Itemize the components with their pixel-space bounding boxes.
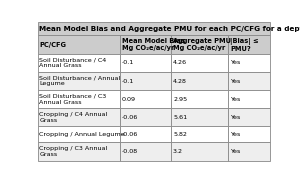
Text: Soil Disturbance / C4
Annual Grass: Soil Disturbance / C4 Annual Grass: [39, 58, 106, 68]
Text: Yes: Yes: [230, 60, 240, 66]
Bar: [171, 108, 228, 126]
Text: Yes: Yes: [230, 97, 240, 102]
Bar: [228, 90, 270, 108]
Bar: [171, 35, 228, 54]
Text: Cropping / C3 Annual
Grass: Cropping / C3 Annual Grass: [39, 146, 108, 157]
Bar: [38, 126, 120, 143]
Text: |Bias| ≤
PMU?: |Bias| ≤ PMU?: [230, 38, 259, 52]
Bar: [38, 35, 120, 54]
Bar: [120, 143, 171, 161]
Text: Yes: Yes: [230, 149, 240, 154]
Text: -0.06: -0.06: [122, 132, 138, 137]
Text: Soil Disturbance / Annual
Legume: Soil Disturbance / Annual Legume: [39, 76, 121, 86]
Text: Mean Model Bias
Mg CO₂e/ac/yr: Mean Model Bias Mg CO₂e/ac/yr: [122, 38, 185, 51]
Bar: [228, 143, 270, 161]
Text: 4.26: 4.26: [173, 60, 187, 66]
Text: 5.82: 5.82: [173, 132, 187, 137]
Text: 5.61: 5.61: [173, 115, 187, 120]
Bar: [120, 72, 171, 90]
Bar: [38, 143, 120, 161]
Text: Mean Model Bias and Aggregate PMU for each PC/CFG for a depth of 30 cm: Mean Model Bias and Aggregate PMU for ea…: [39, 26, 300, 32]
Bar: [228, 72, 270, 90]
Bar: [38, 54, 120, 72]
Bar: [228, 108, 270, 126]
Text: 2.95: 2.95: [173, 97, 187, 102]
Text: 3.2: 3.2: [173, 149, 183, 154]
Bar: [228, 126, 270, 143]
Text: Yes: Yes: [230, 79, 240, 84]
Bar: [228, 54, 270, 72]
Bar: [120, 90, 171, 108]
Text: Aggregate PMU
Mg CO₂e/ac/yr: Aggregate PMU Mg CO₂e/ac/yr: [173, 38, 231, 51]
Text: Yes: Yes: [230, 115, 240, 120]
Bar: [171, 54, 228, 72]
Text: PC/CFG: PC/CFG: [39, 42, 66, 48]
Text: Cropping / C4 Annual
Grass: Cropping / C4 Annual Grass: [39, 112, 108, 123]
Bar: [120, 54, 171, 72]
Text: -0.08: -0.08: [122, 149, 138, 154]
Text: Soil Disturbance / C3
Annual Grass: Soil Disturbance / C3 Annual Grass: [39, 94, 106, 104]
Text: -0.1: -0.1: [122, 60, 134, 66]
Bar: [171, 126, 228, 143]
Bar: [38, 72, 120, 90]
Bar: [38, 22, 270, 35]
Bar: [38, 90, 120, 108]
Text: Cropping / Annual Legume: Cropping / Annual Legume: [39, 132, 125, 137]
Bar: [120, 108, 171, 126]
Bar: [228, 35, 270, 54]
Text: -0.1: -0.1: [122, 79, 134, 84]
Bar: [171, 90, 228, 108]
Text: Yes: Yes: [230, 132, 240, 137]
Bar: [171, 72, 228, 90]
Bar: [120, 35, 171, 54]
Bar: [38, 108, 120, 126]
Text: 4.28: 4.28: [173, 79, 187, 84]
Text: 0.09: 0.09: [122, 97, 136, 102]
Text: -0.06: -0.06: [122, 115, 138, 120]
Bar: [171, 143, 228, 161]
Bar: [120, 126, 171, 143]
